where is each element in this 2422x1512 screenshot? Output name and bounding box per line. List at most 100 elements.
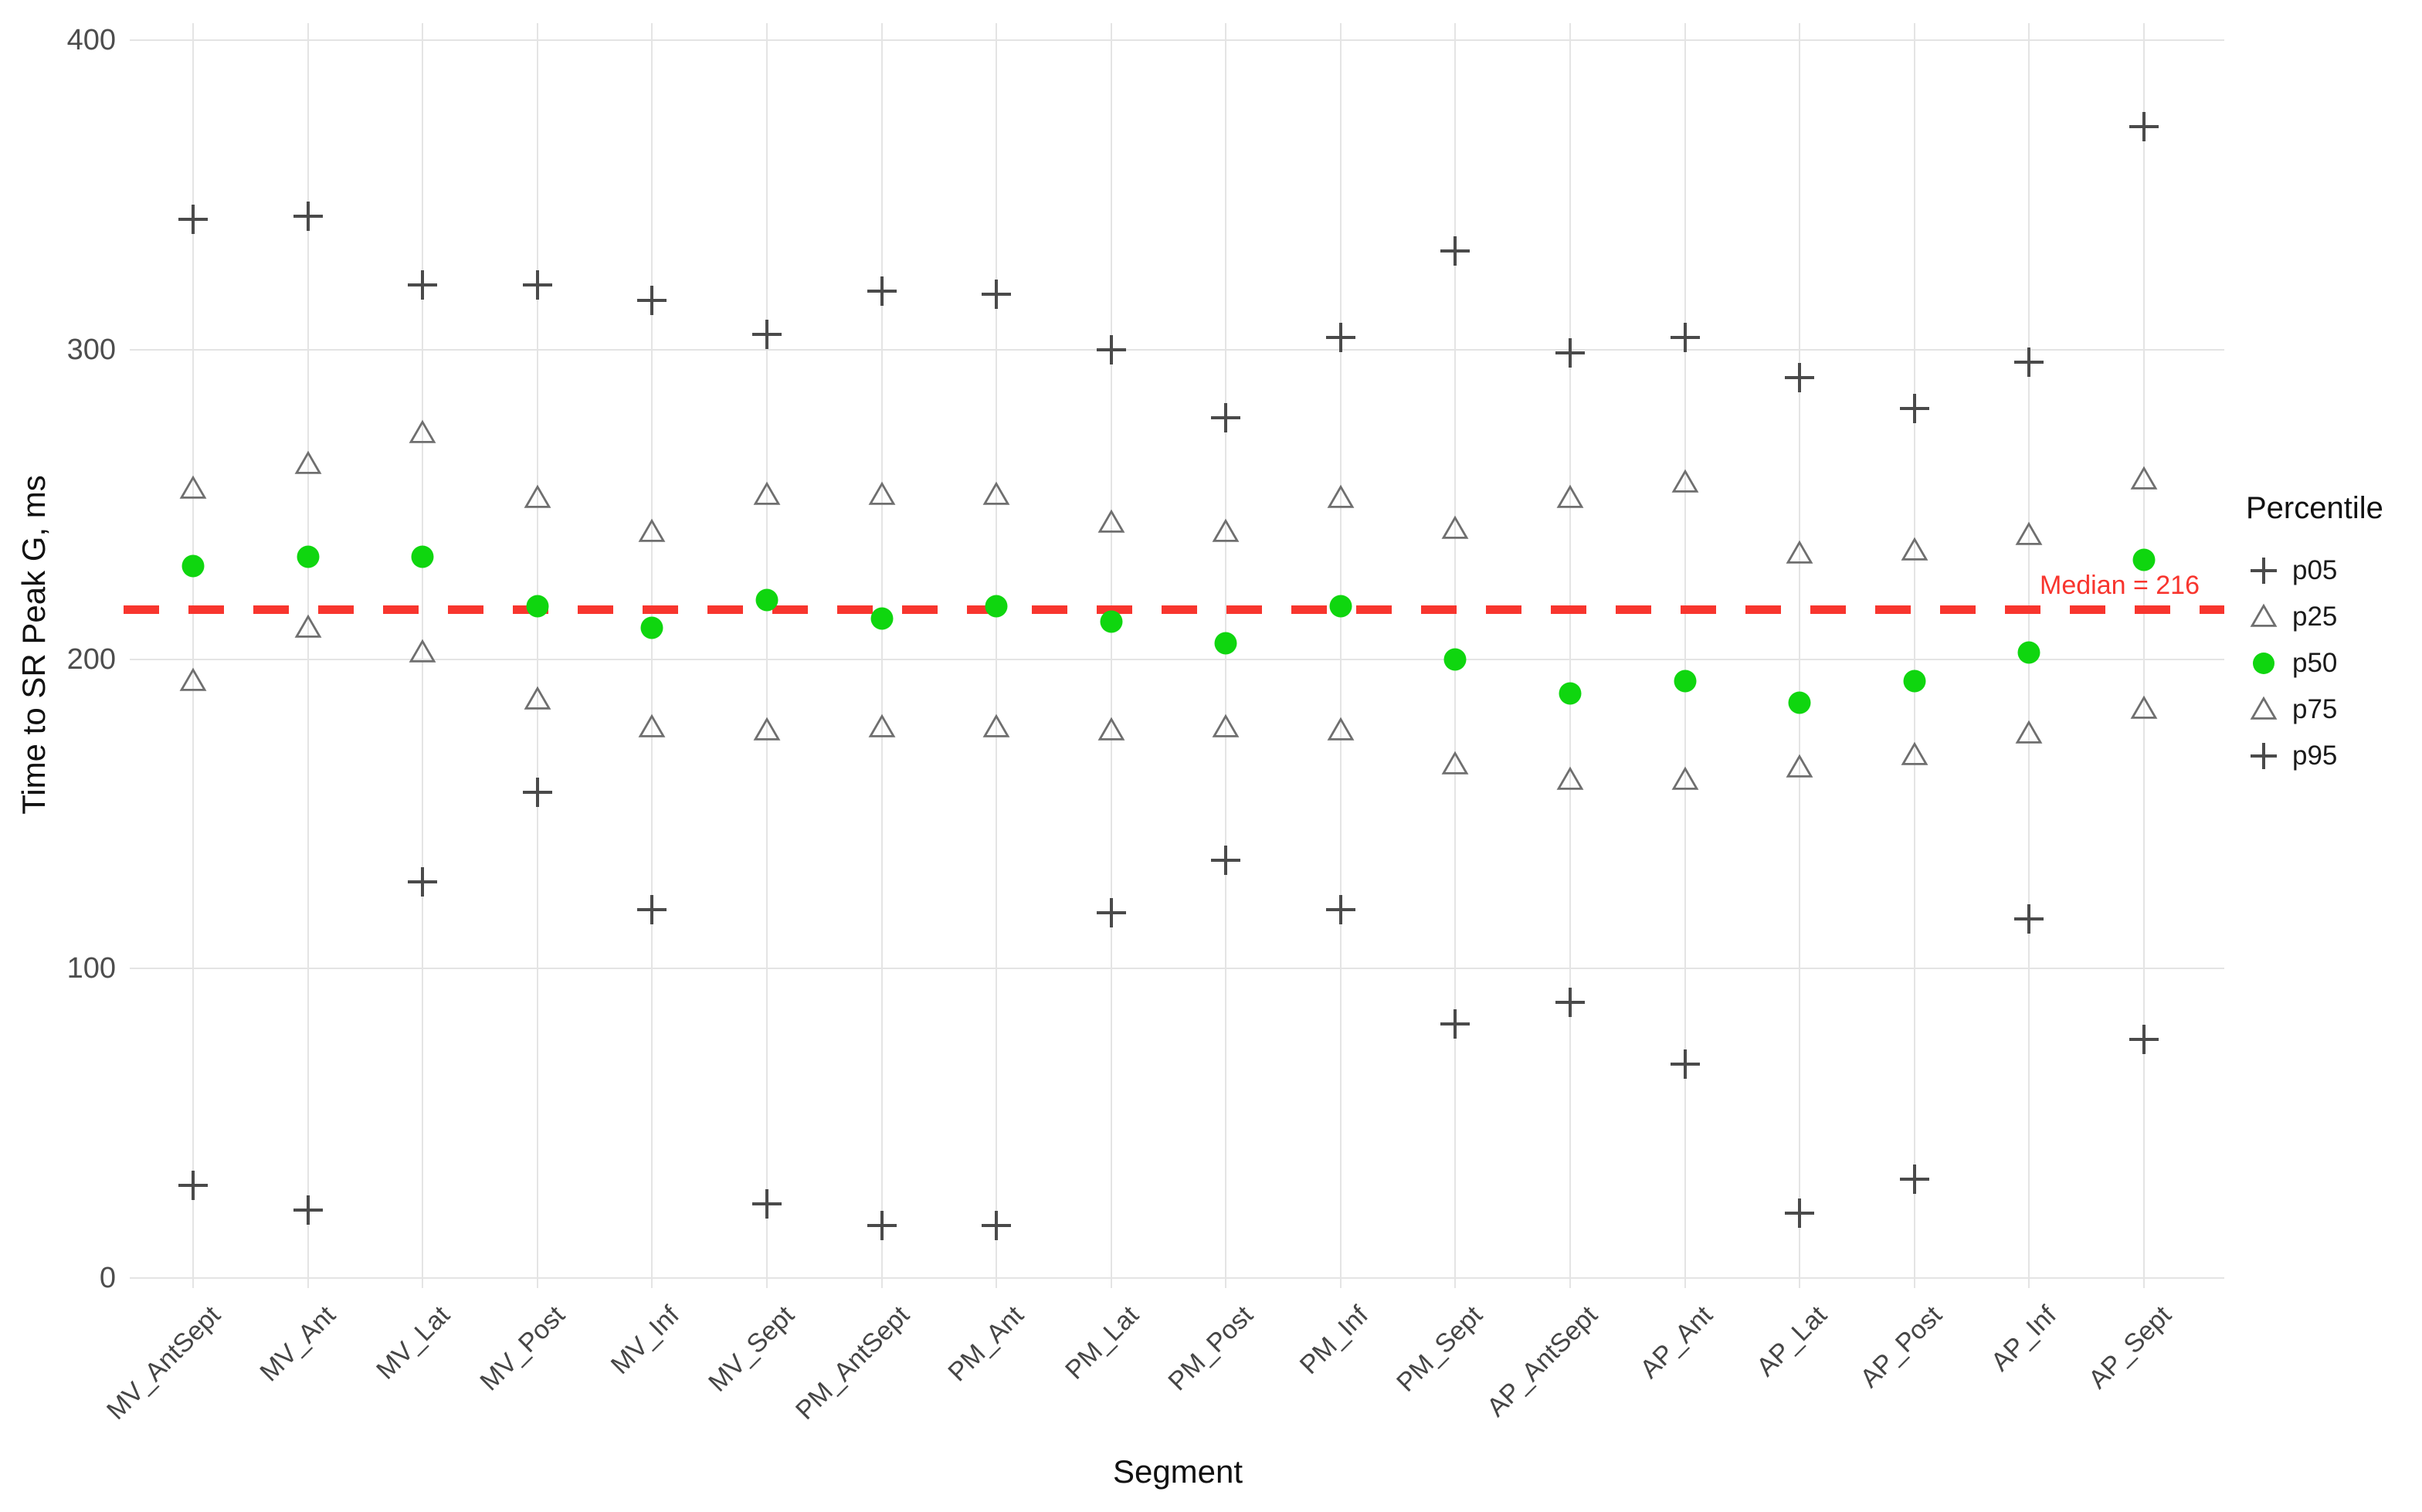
y-tick-label: 200: [66, 642, 116, 676]
marker-p75-AP_Sept: [2130, 466, 2158, 490]
marker-p95-PM_AntSept: [867, 276, 897, 306]
marker-p75-MV_AntSept: [179, 475, 207, 499]
legend-entry-p25: p25: [2246, 594, 2383, 640]
v-gridline: [307, 23, 309, 1288]
marker-p50-AP_AntSept: [1559, 682, 1582, 705]
marker-p05-AP_Ant: [1670, 1049, 1700, 1080]
marker-p75-PM_Ant: [982, 481, 1010, 505]
y-tick-label: 100: [66, 952, 116, 985]
marker-p25-PM_Post: [1212, 714, 1240, 737]
marker-p05-AP_Inf: [2014, 904, 2044, 934]
legend-entry-p95: p95: [2246, 733, 2383, 779]
marker-p75-MV_Inf: [638, 518, 666, 542]
marker-p75-AP_Inf: [2015, 521, 2043, 545]
median-annotation: Median = 216: [2040, 571, 2200, 601]
marker-p95-MV_AntSept: [178, 205, 208, 235]
marker-p05-MV_Post: [522, 777, 552, 807]
marker-p75-AP_Lat: [1786, 540, 1813, 564]
marker-p50-PM_Sept: [1443, 648, 1467, 670]
marker-p25-MV_Post: [524, 686, 551, 710]
marker-p50-MV_Sept: [755, 588, 778, 612]
v-gridline: [1913, 23, 1915, 1288]
marker-p75-MV_Lat: [409, 419, 436, 443]
marker-p05-PM_Inf: [1325, 895, 1355, 925]
marker-p05-AP_Post: [1899, 1164, 1929, 1194]
marker-p50-PM_Inf: [1329, 595, 1352, 618]
marker-p50-AP_Lat: [1788, 691, 1811, 714]
x-axis-title: Segment: [1112, 1453, 1243, 1490]
marker-p75-MV_Ant: [294, 450, 322, 474]
h-gridline: [130, 348, 2224, 351]
v-gridline: [1684, 23, 1686, 1288]
marker-p05-MV_AntSept: [178, 1170, 208, 1200]
legend-glyph-triangle-open-icon: [2246, 692, 2281, 727]
plus-icon: [2251, 558, 2277, 584]
marker-p25-PM_Sept: [1442, 751, 1469, 775]
v-gridline: [192, 23, 194, 1288]
marker-p50-PM_AntSept: [870, 607, 894, 630]
triangle-open-icon: [2250, 603, 2278, 627]
y-tick-label: 300: [66, 333, 116, 366]
marker-p95-MV_Ant: [293, 202, 323, 232]
marker-p95-AP_Ant: [1670, 322, 1700, 352]
marker-p75-PM_AntSept: [868, 481, 895, 505]
marker-p95-AP_Sept: [2129, 112, 2159, 142]
marker-p95-MV_Lat: [408, 270, 438, 300]
marker-p05-MV_Sept: [751, 1188, 782, 1219]
legend-title: Percentile: [2246, 491, 2383, 525]
marker-p50-AP_Inf: [2017, 641, 2040, 664]
circle-icon: [2253, 653, 2274, 674]
x-tick-label-MV_AntSept: MV_AntSept: [101, 1300, 226, 1426]
h-gridline: [130, 968, 2224, 970]
marker-p25-AP_Inf: [2015, 720, 2043, 744]
v-gridline: [1110, 23, 1112, 1288]
legend-glyph-circle-icon: [2246, 646, 2281, 681]
marker-p25-PM_AntSept: [868, 714, 895, 737]
plus-icon: [2251, 743, 2277, 769]
legend-entry-label: p95: [2292, 741, 2338, 771]
marker-p25-AP_Lat: [1786, 754, 1813, 778]
marker-p75-AP_Post: [1901, 537, 1928, 561]
marker-p25-MV_Lat: [409, 639, 436, 663]
h-gridline: [130, 39, 2224, 41]
marker-p75-PM_Post: [1212, 518, 1240, 542]
v-gridline: [880, 23, 883, 1288]
v-gridline: [765, 23, 768, 1288]
marker-p50-PM_Post: [1214, 632, 1237, 655]
marker-p50-AP_Post: [1903, 670, 1926, 693]
h-gridline: [130, 658, 2224, 660]
legend-entry-p75: p75: [2246, 687, 2383, 733]
marker-p25-PM_Lat: [1097, 717, 1125, 741]
marker-p25-MV_Ant: [294, 615, 322, 639]
marker-p50-MV_Inf: [640, 616, 663, 639]
marker-p95-MV_Sept: [751, 319, 782, 349]
marker-p75-AP_Ant: [1671, 469, 1699, 493]
marker-p05-PM_Lat: [1096, 898, 1126, 928]
marker-p50-MV_Lat: [411, 545, 434, 568]
legend-glyph-plus-icon: [2246, 738, 2281, 774]
legend-entries: p05 p25 p50 p75 p95: [2246, 548, 2383, 779]
marker-p05-AP_Sept: [2129, 1025, 2159, 1055]
marker-p50-MV_AntSept: [181, 554, 205, 578]
marker-p95-MV_Post: [522, 270, 552, 300]
marker-p25-AP_Post: [1901, 741, 1928, 765]
marker-p75-PM_Inf: [1327, 484, 1355, 508]
marker-p25-MV_AntSept: [179, 667, 207, 691]
marker-p05-PM_Ant: [982, 1210, 1012, 1240]
marker-p95-PM_Post: [1211, 402, 1241, 432]
marker-p95-AP_Lat: [1785, 362, 1815, 392]
marker-p05-PM_Post: [1211, 845, 1241, 875]
legend-entry-label: p50: [2292, 648, 2338, 678]
marker-p05-MV_Inf: [637, 895, 667, 925]
v-gridline: [2142, 23, 2145, 1288]
marker-p95-PM_Ant: [982, 279, 1012, 309]
v-gridline: [651, 23, 653, 1288]
marker-p50-AP_Sept: [2132, 548, 2156, 571]
triangle-open-icon: [2250, 696, 2278, 720]
y-tick-label: 400: [66, 24, 116, 56]
marker-p95-PM_Inf: [1325, 322, 1355, 352]
marker-p05-AP_AntSept: [1555, 988, 1586, 1018]
marker-p05-PM_AntSept: [867, 1210, 897, 1240]
marker-p50-AP_Ant: [1674, 670, 1697, 693]
